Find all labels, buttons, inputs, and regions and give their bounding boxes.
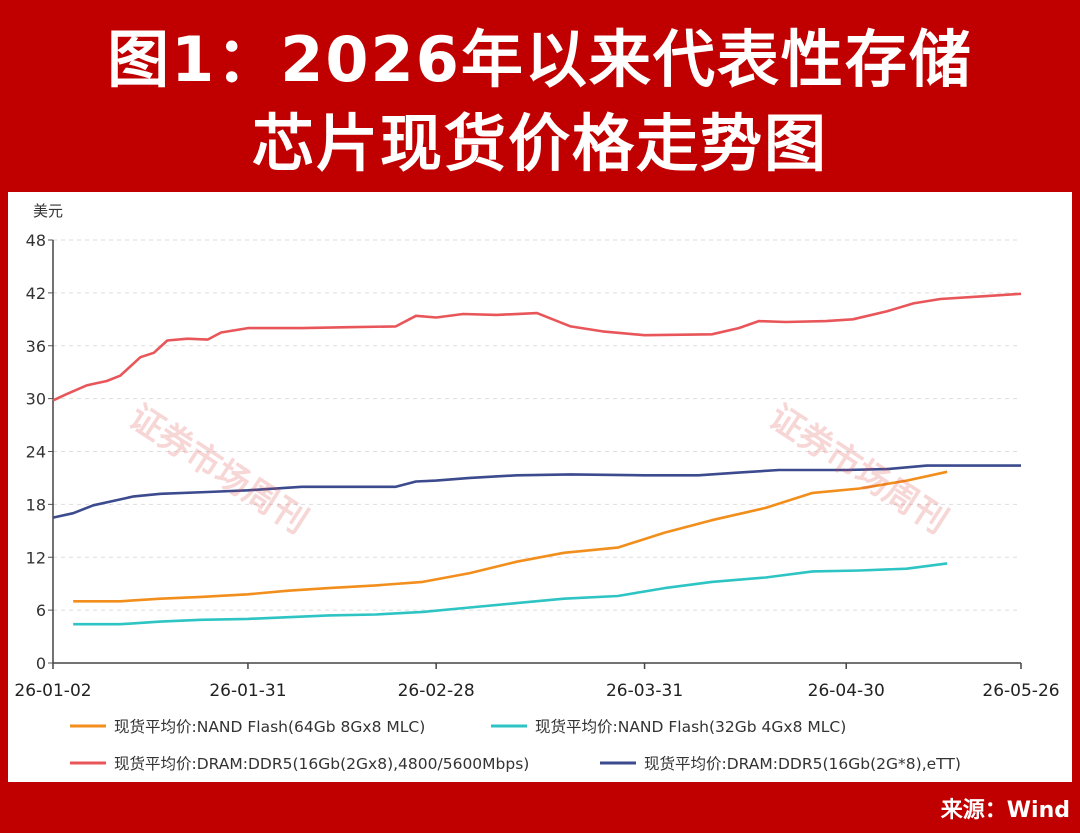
y-tick-label: 24 xyxy=(26,443,46,462)
title-line-2: 芯片现货价格走势图 xyxy=(251,107,828,180)
chart-panel: 0 6 12 18 24 30 36 42 48 美元 26-01-02 26-01-31 26-02-… xyxy=(8,192,1072,782)
series-line-3 xyxy=(52,292,1022,402)
source-note: 来源：Wind xyxy=(940,798,1070,823)
x-tick-label: 26-01-31 xyxy=(209,681,286,701)
series-line-2 xyxy=(73,562,948,626)
legend-label-3: 现货平均价:DRAM:DDR5(16Gb(2Gx8),4800/5600Mbps… xyxy=(114,755,529,773)
legend-label-1: 现货平均价:NAND Flash(64Gb 8Gx8 MLC) xyxy=(114,718,425,736)
y-tick-label: 6 xyxy=(36,601,46,620)
line-chart: 0 6 12 18 24 30 36 42 48 美元 26-01-02 26-01-31 26-02-… xyxy=(14,202,1059,773)
x-tick-label: 26-01-02 xyxy=(14,681,91,701)
y-tick-label: 42 xyxy=(26,284,46,303)
chart-title: 图1：2026年以来代表性存储 芯片现货价格走势图 xyxy=(0,0,1080,192)
y-tick-label: 30 xyxy=(26,390,46,409)
y-axis-label: 美元 xyxy=(33,202,63,220)
series-line-1 xyxy=(73,470,948,603)
y-tick-label: 0 xyxy=(36,654,46,673)
x-tick-label: 26-04-30 xyxy=(808,681,885,701)
y-tick-label: 12 xyxy=(26,548,46,567)
series-line-4 xyxy=(52,464,1021,519)
legend-label-2: 现货平均价:NAND Flash(32Gb 4Gx8 MLC) xyxy=(535,718,846,736)
legend-label-4: 现货平均价:DRAM:DDR5(16Gb(2G*8),eTT) xyxy=(644,755,961,773)
x-tick-label: 26-03-31 xyxy=(606,681,683,701)
y-tick-label: 36 xyxy=(26,337,46,356)
x-tick-label: 26-05-26 xyxy=(982,681,1059,701)
title-line-1: 图1：2026年以来代表性存储 xyxy=(107,23,973,96)
y-tick-label: 48 xyxy=(26,231,46,250)
y-tick-label: 18 xyxy=(26,495,46,514)
x-tick-label: 26-02-28 xyxy=(398,681,475,701)
